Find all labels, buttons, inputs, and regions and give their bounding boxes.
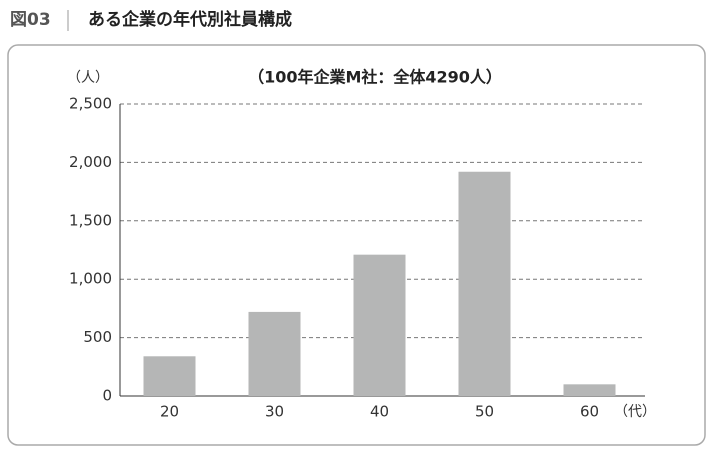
figure-label: 図03 (10, 10, 51, 30)
x-tick-label: 20 (160, 403, 179, 421)
y-tick-label: 1,000 (69, 270, 112, 288)
x-tick-label: 60 (580, 403, 599, 421)
x-tick-label: 30 (265, 403, 284, 421)
y-unit: （人） (67, 70, 109, 86)
y-tick-label: 500 (83, 328, 112, 346)
frame (7, 44, 706, 446)
chart-subtitle: （100年企業M社：全体4290人） (248, 68, 502, 87)
bar (563, 384, 616, 396)
bar (248, 311, 301, 396)
x-unit: （代） (614, 404, 656, 420)
bar (143, 356, 196, 396)
x-tick-label: 50 (475, 403, 494, 421)
bar (353, 254, 406, 396)
y-tick-label: 2,500 (69, 95, 112, 113)
chart-title: ある企業の年代別社員構成 (88, 9, 292, 30)
x-tick-label: 40 (370, 403, 389, 421)
y-tick-label: 0 (102, 387, 112, 405)
bar (458, 171, 511, 396)
y-tick-label: 1,500 (69, 211, 112, 229)
y-tick-label: 2,000 (69, 153, 112, 171)
